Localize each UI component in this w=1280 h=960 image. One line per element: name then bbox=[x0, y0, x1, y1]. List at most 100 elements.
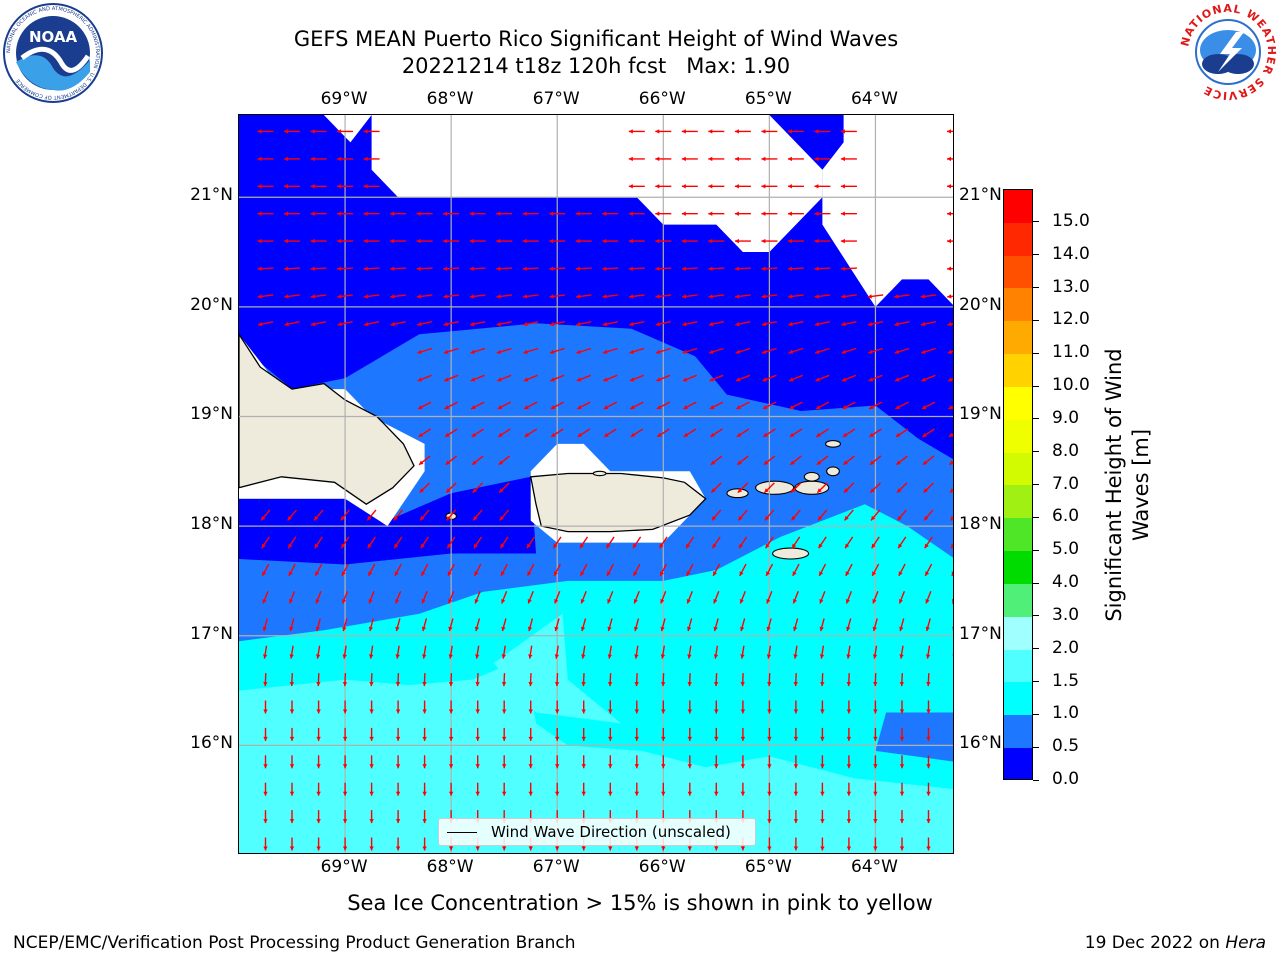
wind-wave-arrowhead bbox=[869, 432, 874, 437]
wind-wave-arrowhead bbox=[714, 682, 719, 687]
wind-wave-arrowhead bbox=[788, 266, 793, 271]
wind-wave-arrowhead bbox=[417, 377, 423, 382]
wind-wave-arrowhead bbox=[814, 129, 819, 134]
colorbar bbox=[1003, 189, 1033, 780]
wind-wave-arrowhead bbox=[289, 846, 295, 851]
wind-wave-arrowhead bbox=[739, 571, 744, 576]
wind-wave-arrowhead bbox=[604, 432, 609, 437]
wind-wave-arrowhead bbox=[952, 599, 953, 604]
wind-wave-arrowhead bbox=[257, 211, 262, 216]
wind-wave-arrowhead bbox=[708, 184, 713, 189]
wind-wave-arrowhead bbox=[528, 682, 533, 687]
wind-wave-arrowhead bbox=[498, 432, 503, 437]
wind-wave-arrowhead bbox=[820, 764, 825, 769]
wind-wave-arrowhead bbox=[553, 543, 558, 549]
footer-branch: NCEP/EMC/Verification Post Processing Pr… bbox=[13, 933, 576, 953]
wind-wave-arrowhead bbox=[496, 211, 501, 216]
wind-wave-arrowhead bbox=[767, 846, 772, 851]
wind-wave-arrowhead bbox=[628, 211, 633, 216]
wind-wave-arrowhead bbox=[713, 654, 719, 659]
wind-wave-arrowhead bbox=[818, 515, 823, 521]
wind-wave-arrowhead bbox=[445, 460, 451, 465]
wind-wave-arrowhead bbox=[629, 321, 634, 327]
wind-wave-arrowhead bbox=[342, 709, 348, 714]
wind-wave-arrowhead bbox=[762, 405, 768, 409]
wind-wave-arrowhead bbox=[761, 238, 766, 244]
wind-wave-arrowhead bbox=[819, 626, 824, 632]
wind-wave-arrowhead bbox=[524, 405, 529, 409]
wind-wave-arrowhead bbox=[316, 709, 321, 714]
wind-wave-arrowhead bbox=[714, 736, 719, 741]
wind-wave-arrowhead bbox=[310, 184, 315, 189]
wind-wave-arrowhead bbox=[764, 488, 769, 493]
wind-wave-arrowhead bbox=[793, 736, 799, 741]
wind-wave-arrowhead bbox=[528, 846, 533, 851]
wind-wave-arrowhead bbox=[497, 405, 503, 409]
wind-wave-arrowhead bbox=[814, 156, 819, 162]
wind-wave-arrowhead bbox=[683, 405, 688, 409]
wind-wave-arrowhead bbox=[577, 432, 583, 437]
wind-wave-arrowhead bbox=[395, 599, 400, 604]
wind-wave-arrowhead bbox=[952, 791, 953, 793]
colorbar-segment bbox=[1004, 551, 1032, 584]
wind-wave-arrowhead bbox=[554, 599, 559, 604]
colorbar-tick-label: 14.0 bbox=[1052, 243, 1090, 264]
footer-machine: Hera bbox=[1225, 933, 1266, 953]
wind-wave-arrowhead bbox=[845, 599, 850, 604]
wind-wave-arrowhead bbox=[711, 515, 717, 521]
wind-wave-arrowhead bbox=[766, 654, 772, 659]
wind-wave-arrowhead bbox=[369, 791, 374, 796]
wind-wave-arrowhead bbox=[341, 571, 346, 576]
wind-wave-arrowhead bbox=[656, 349, 661, 354]
colorbar-label: Significant Height of Wind Waves [m] bbox=[1101, 348, 1155, 621]
wind-wave-arrowhead bbox=[660, 654, 666, 659]
wind-wave-arrowhead bbox=[555, 764, 560, 769]
wind-wave-arrowhead bbox=[368, 626, 373, 632]
wind-wave-arrowhead bbox=[634, 736, 639, 741]
wind-wave-arrowhead bbox=[342, 654, 347, 659]
land-small-island bbox=[772, 547, 810, 560]
wind-wave-arrowhead bbox=[523, 321, 528, 327]
wind-wave-arrowhead bbox=[952, 819, 953, 820]
lon-tick-label-bottom: 68°W bbox=[426, 857, 474, 877]
wind-wave-arrowhead bbox=[873, 736, 878, 741]
wind-wave-arrowhead bbox=[897, 515, 902, 521]
wind-wave-arrowhead bbox=[502, 791, 507, 796]
wind-wave-arrowhead bbox=[288, 571, 293, 576]
wind-wave-arrowhead bbox=[634, 709, 639, 714]
wind-wave-arrowhead bbox=[395, 791, 401, 796]
wind-wave-arrowhead bbox=[686, 543, 691, 549]
wind-wave-arrowhead bbox=[549, 211, 554, 216]
wind-wave-arrowhead bbox=[923, 488, 928, 493]
lon-tick-label-bottom: 66°W bbox=[638, 857, 686, 877]
wind-wave-arrowhead bbox=[342, 599, 347, 604]
wind-wave-arrowhead bbox=[814, 211, 819, 216]
wind-wave-arrowhead bbox=[555, 791, 560, 796]
wind-wave-arrowhead bbox=[819, 571, 824, 576]
wind-wave-arrow bbox=[952, 629, 953, 632]
wind-wave-arrowhead bbox=[257, 294, 262, 299]
wind-wave-arrowhead bbox=[310, 156, 315, 162]
wind-wave-arrowhead bbox=[581, 709, 586, 714]
wind-wave-arrowhead bbox=[289, 654, 294, 659]
wind-wave-arrowhead bbox=[395, 846, 401, 851]
wind-wave-arrowhead bbox=[952, 764, 953, 765]
wind-wave-arrowhead bbox=[920, 321, 926, 327]
wind-wave-arrowhead bbox=[845, 543, 850, 549]
wind-wave-arrowhead bbox=[871, 515, 876, 521]
wind-wave-arrowhead bbox=[630, 405, 635, 409]
colorbar-tick-label: 1.0 bbox=[1052, 703, 1080, 724]
wind-wave-arrowhead bbox=[258, 321, 263, 327]
wind-wave-arrowhead bbox=[629, 294, 634, 299]
wind-wave-arrowhead bbox=[628, 156, 633, 162]
colorbar-segment bbox=[1004, 354, 1032, 387]
wind-wave-arrowhead bbox=[634, 682, 639, 687]
wind-wave-arrowhead bbox=[284, 266, 289, 271]
wind-wave-arrowhead bbox=[787, 238, 792, 244]
wind-wave-arrowhead bbox=[416, 211, 421, 216]
wind-wave-arrowhead bbox=[660, 599, 665, 604]
wind-wave-arrowhead bbox=[739, 543, 744, 549]
wind-wave-arrowhead bbox=[528, 791, 533, 796]
wind-wave-arrowhead bbox=[873, 709, 878, 714]
wind-wave-arrowhead bbox=[840, 184, 845, 189]
